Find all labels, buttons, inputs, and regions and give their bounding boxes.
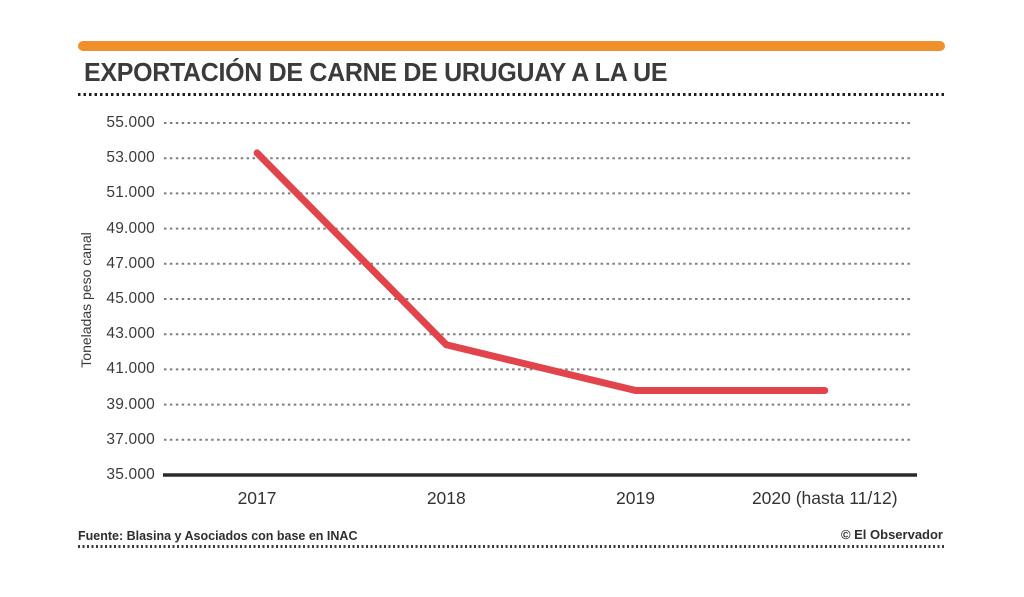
credit: © El Observador bbox=[840, 527, 943, 542]
x-tick-label: 2020 (hasta 11/12) bbox=[751, 488, 898, 508]
footer-separator bbox=[78, 545, 945, 548]
y-tick-label: 45.000 bbox=[106, 290, 155, 307]
y-tick-label: 39.000 bbox=[106, 395, 155, 413]
y-tick-label: 43.000 bbox=[106, 325, 155, 343]
chart-title: EXPORTACIÓN DE CARNE DE URUGUAY A LA UE bbox=[84, 57, 668, 87]
source-note: Fuente: Blasina y Asociados con base en … bbox=[78, 529, 358, 543]
y-tick-label: 53.000 bbox=[106, 149, 155, 167]
y-tick-label: 41.000 bbox=[106, 360, 155, 378]
x-tick-label: 2019 bbox=[616, 488, 655, 508]
x-tick-label: 2018 bbox=[426, 488, 466, 508]
title-separator bbox=[78, 93, 945, 96]
y-tick-label: 35.000 bbox=[106, 466, 155, 483]
y-tick-label: 51.000 bbox=[106, 184, 155, 202]
y-tick-label: 55.000 bbox=[106, 114, 155, 131]
data-line bbox=[253, 149, 829, 395]
x-tick-label: 2017 bbox=[237, 488, 277, 508]
y-tick-label: 47.000 bbox=[106, 254, 155, 272]
y-tick-label: 49.000 bbox=[106, 219, 155, 237]
line-chart-svg bbox=[163, 122, 917, 477]
accent-bar bbox=[78, 41, 945, 51]
y-tick-label: 37.000 bbox=[106, 430, 155, 448]
